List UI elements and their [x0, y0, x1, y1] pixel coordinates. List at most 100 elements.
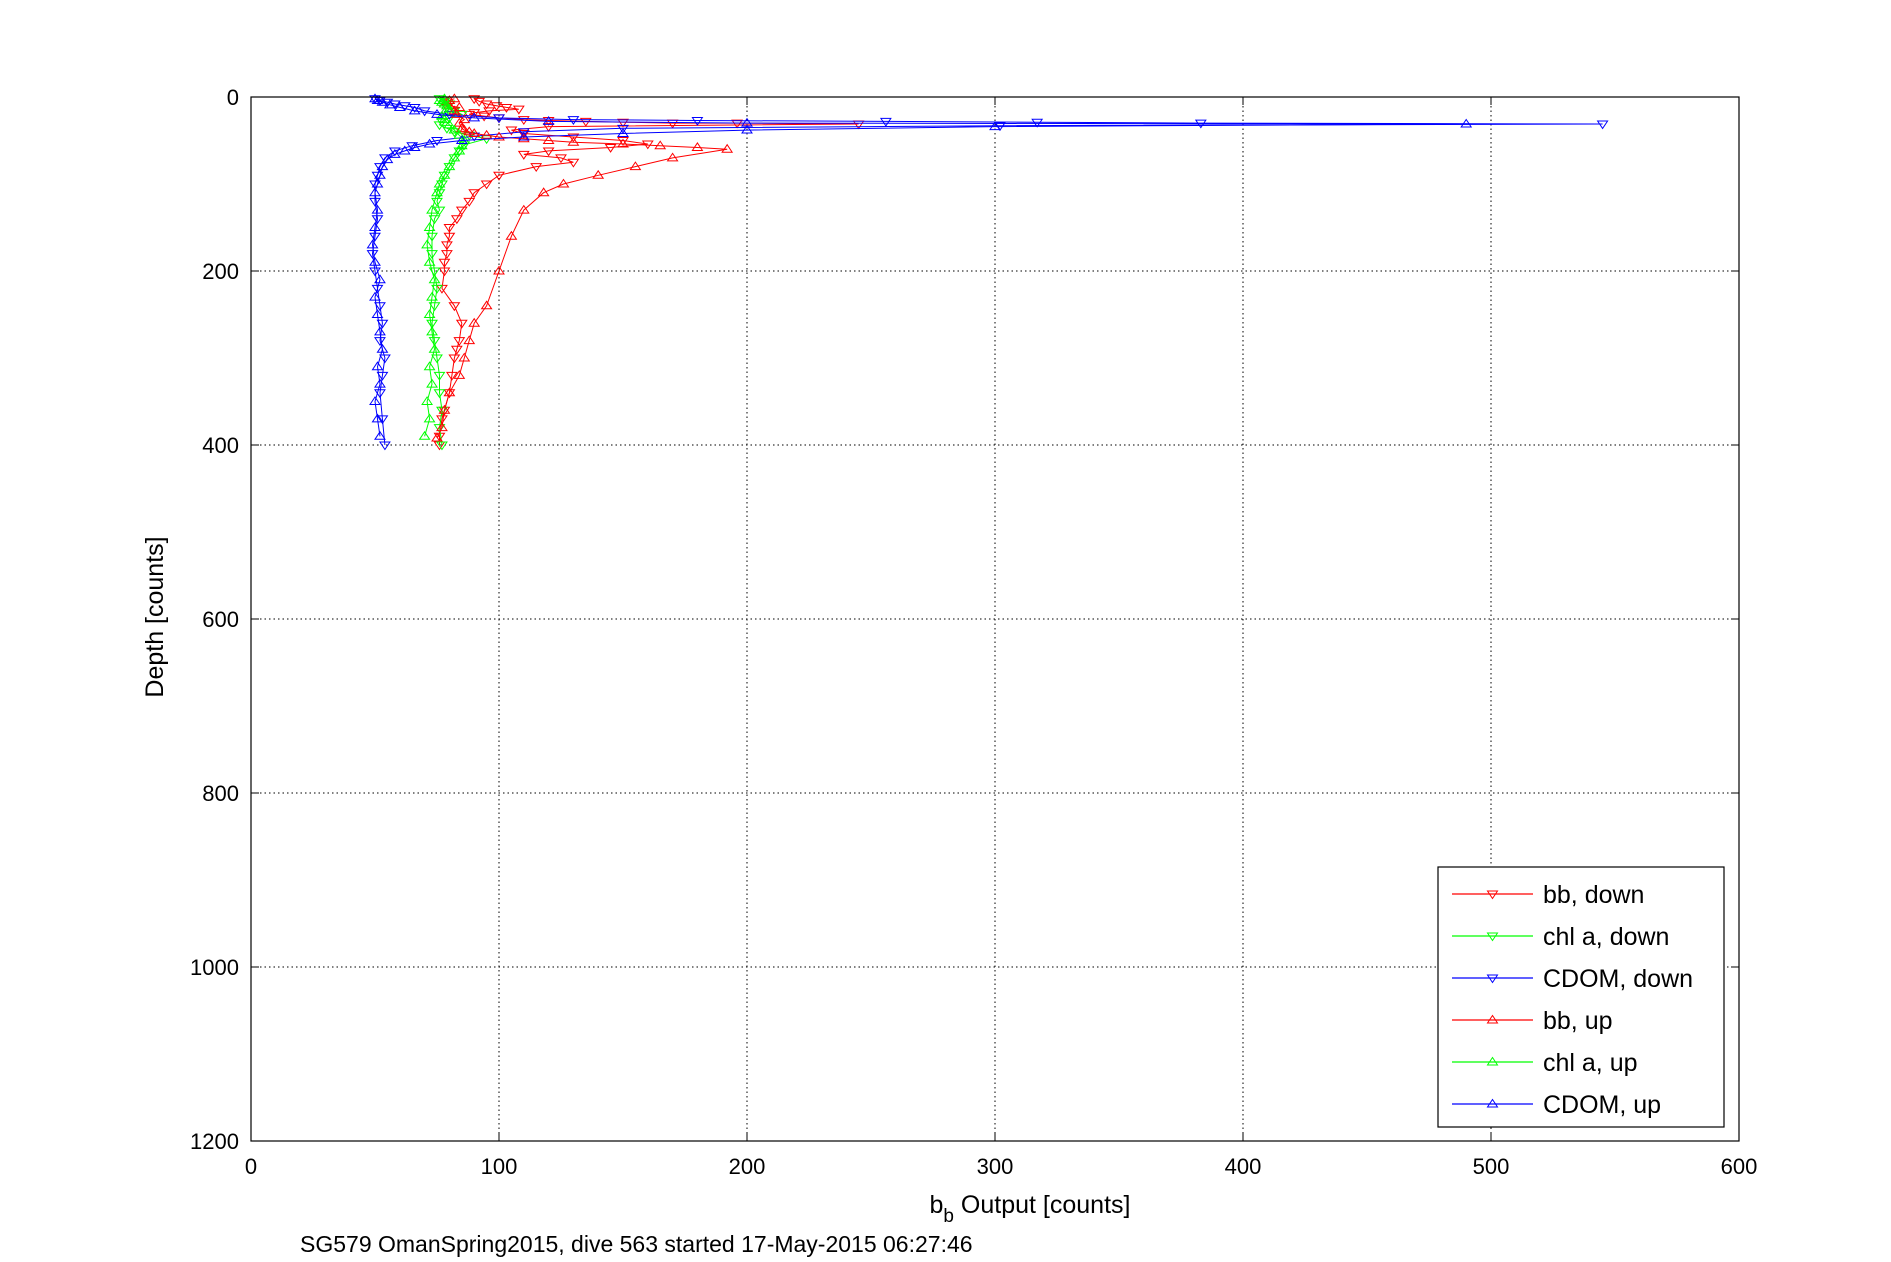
- data-point: [428, 215, 441, 225]
- data-point: [617, 128, 629, 138]
- legend-swatch-marker: [1486, 1056, 1499, 1066]
- y-tick-label: 0: [227, 85, 239, 110]
- data-point: [505, 230, 518, 240]
- data-point: [431, 284, 443, 294]
- plot-series: [366, 93, 1609, 451]
- data-point: [505, 126, 518, 136]
- data-point: [366, 239, 379, 249]
- data-point: [617, 118, 629, 128]
- data-point: [617, 124, 629, 134]
- data-point: [443, 224, 456, 233]
- legend-swatch-marker: [1486, 890, 1499, 900]
- data-point: [371, 309, 384, 318]
- data-point: [388, 147, 401, 157]
- data-point: [455, 122, 468, 132]
- data-point: [393, 102, 406, 111]
- data-point: [428, 302, 441, 312]
- data-point: [421, 239, 434, 249]
- data-point: [537, 187, 550, 197]
- data-point: [433, 95, 446, 104]
- data-point: [371, 361, 384, 371]
- data-point: [468, 189, 481, 199]
- data-point: [567, 133, 580, 143]
- data-point: [408, 142, 421, 151]
- x-tick-label: 0: [245, 1154, 257, 1179]
- data-point: [376, 161, 389, 171]
- data-point: [450, 215, 463, 225]
- data-point: [666, 152, 679, 162]
- data-point: [480, 129, 493, 139]
- data-point: [455, 135, 468, 144]
- data-point: [453, 369, 466, 379]
- data-point: [604, 143, 617, 153]
- legend-item: CDOM, down: [1452, 965, 1693, 993]
- y-tick-label: 1000: [190, 955, 239, 980]
- data-point: [463, 335, 476, 345]
- data-point: [426, 319, 438, 329]
- data-point: [493, 131, 505, 141]
- legend-swatch-marker: [1486, 1098, 1499, 1108]
- data-point: [443, 161, 456, 171]
- data-point: [433, 371, 446, 381]
- data-point: [426, 291, 438, 301]
- data-point: [500, 103, 513, 113]
- data-point: [431, 354, 443, 364]
- data-point: [666, 119, 679, 129]
- data-point: [542, 147, 555, 157]
- data-point: [879, 117, 892, 127]
- data-point: [431, 108, 443, 118]
- legend-label: CDOM, up: [1543, 1091, 1661, 1119]
- x-axis-label-subscript: b: [943, 1206, 954, 1227]
- data-point: [448, 124, 461, 134]
- data-point: [617, 137, 629, 146]
- series-chl-a-up: [418, 93, 471, 440]
- data-point: [468, 109, 481, 119]
- data-point: [378, 441, 391, 451]
- data-point: [426, 204, 438, 214]
- data-point: [371, 95, 384, 104]
- data-point: [721, 143, 734, 153]
- x-axis-label-main: b: [930, 1191, 944, 1219]
- legend-item: bb, down: [1452, 881, 1644, 909]
- data-point: [376, 343, 389, 353]
- series-line: [439, 98, 859, 445]
- data-point: [426, 378, 438, 388]
- data-point: [374, 337, 386, 347]
- data-point: [408, 105, 421, 115]
- legend-box: [1437, 866, 1725, 1128]
- legend-item: bb, up: [1452, 1007, 1613, 1035]
- series-cdom-up: [366, 93, 1473, 440]
- data-point: [369, 187, 381, 197]
- data-point: [567, 158, 580, 168]
- data-point: [426, 326, 438, 336]
- data-point: [378, 154, 391, 164]
- data-point: [741, 117, 753, 127]
- series-line: [371, 98, 1467, 437]
- data-point: [421, 396, 434, 405]
- data-point: [426, 232, 438, 242]
- x-tick-label: 400: [1225, 1154, 1262, 1179]
- data-point: [443, 163, 456, 173]
- data-point: [473, 97, 486, 107]
- data-point: [480, 180, 493, 190]
- data-point: [468, 95, 481, 105]
- data-point: [453, 337, 466, 347]
- data-point: [428, 343, 441, 353]
- data-point: [1596, 120, 1609, 130]
- data-point: [376, 319, 389, 329]
- legend-item: CDOM, up: [1452, 1091, 1661, 1119]
- legend-label: bb, down: [1543, 881, 1644, 909]
- data-point: [448, 93, 461, 103]
- data-point: [433, 389, 446, 399]
- data-point: [374, 378, 386, 388]
- data-point: [453, 102, 466, 111]
- series-bb-up: [431, 93, 734, 442]
- data-point: [374, 302, 386, 312]
- data-point: [455, 206, 468, 216]
- legend-label: bb, up: [1543, 1007, 1613, 1035]
- data-point: [378, 354, 391, 364]
- data-point: [448, 354, 461, 364]
- data-point: [369, 256, 381, 266]
- data-point: [542, 115, 555, 125]
